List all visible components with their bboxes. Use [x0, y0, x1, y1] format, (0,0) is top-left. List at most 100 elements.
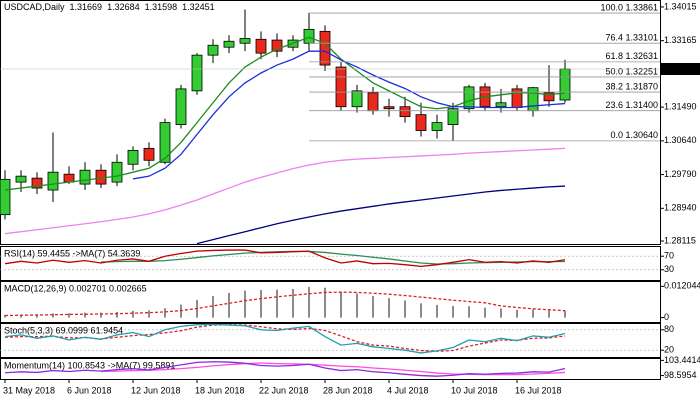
- indicator-line: [4, 147, 566, 235]
- panel-frame: [0, 323, 661, 358]
- candle-body: [111, 161, 123, 183]
- macd-bar: [132, 310, 134, 318]
- candle-body: [175, 88, 187, 125]
- y-tick-label: 1.33165: [664, 35, 697, 45]
- candle-body: [543, 92, 555, 102]
- macd-bar: [36, 314, 38, 318]
- candle-body: [159, 122, 171, 163]
- macd-bar: [308, 286, 310, 318]
- macd-bar: [292, 289, 294, 318]
- macd-bar: [84, 312, 86, 318]
- indicator-line: [132, 50, 566, 180]
- x-tick-label: 22 Jun 2018: [259, 385, 309, 395]
- candle-body: [399, 106, 411, 118]
- candle-body: [63, 173, 75, 183]
- candle-body: [0, 178, 11, 216]
- x-tick-label: 6 Jun 2018: [67, 385, 112, 395]
- indicator-line: [4, 291, 566, 317]
- candle-body: [255, 38, 267, 54]
- y-tick-label: 30: [664, 264, 674, 274]
- candle-body: [495, 102, 507, 108]
- candle-body: [319, 30, 331, 66]
- y-tick-label: 80: [664, 324, 674, 334]
- y-tick-label: 103.4414: [664, 355, 700, 365]
- macd-bar: [164, 308, 166, 318]
- macd-bar: [260, 290, 262, 318]
- candle-body: [127, 149, 139, 165]
- macd-bar: [484, 307, 486, 318]
- macd-bar: [500, 308, 502, 318]
- candle-body: [143, 147, 155, 161]
- indicator-line: [4, 323, 566, 354]
- candle-body: [559, 68, 571, 101]
- candle-body: [447, 108, 459, 125]
- macd-bar: [244, 290, 246, 318]
- y-tick-label: 70: [664, 251, 674, 261]
- y-tick-label: 20: [664, 345, 674, 355]
- y-tick-label: 1.29790: [664, 169, 697, 179]
- fib-label: 0.0 1.30640: [610, 130, 658, 140]
- panel-title: Stoch(5,3,3) 69.0999 61.9454: [4, 325, 123, 335]
- indicator-line: [4, 361, 566, 377]
- price-box: [661, 62, 700, 75]
- ohlc-value: 1.32684: [107, 2, 140, 12]
- x-tick-label: 18 Jun 2018: [195, 385, 245, 395]
- macd-bar: [100, 312, 102, 318]
- y-tick-label: 1.28940: [664, 203, 697, 213]
- panel-title: Momentum(14) 100.8543 ->MA(7) 99.5891: [4, 360, 175, 370]
- indicator-line: [4, 36, 566, 191]
- fib-label: 23.6 1.31400: [605, 100, 658, 110]
- fib-label: 76.4 1.33101: [605, 33, 658, 43]
- candle-body: [47, 171, 59, 191]
- x-tick-label: 16 Jul 2018: [515, 385, 562, 395]
- candle-body: [223, 40, 235, 48]
- macd-bar: [52, 313, 54, 318]
- y-tick-label: 98.5954: [664, 370, 697, 380]
- candle-body: [15, 175, 27, 183]
- x-tick-label: 28 Jun 2018: [323, 385, 373, 395]
- indicator-line: [196, 185, 566, 245]
- y-tick-label: 1.31490: [664, 101, 697, 111]
- x-tick-label: 10 Jul 2018: [451, 385, 498, 395]
- x-tick-label: 4 Jul 2018: [387, 385, 429, 395]
- macd-bar: [388, 298, 390, 318]
- candle-body: [31, 177, 43, 189]
- candle-body: [79, 169, 91, 185]
- candle-body: [207, 44, 219, 56]
- panel-frame: [0, 358, 661, 380]
- candle-body: [463, 86, 475, 110]
- macd-bar: [212, 296, 214, 318]
- y-tick-label: 0: [664, 312, 669, 322]
- macd-bar: [468, 306, 470, 318]
- macd-bar: [564, 310, 566, 318]
- candle-body: [335, 66, 347, 108]
- macd-bar: [532, 309, 534, 318]
- symbol: USDCAD,Daily: [4, 2, 65, 12]
- y-tick-label: 1.30640: [664, 135, 697, 145]
- candle-body: [191, 54, 203, 92]
- candle-body: [527, 87, 539, 112]
- x-tick-label: 12 Jun 2018: [131, 385, 181, 395]
- candle-body: [351, 90, 363, 108]
- y-tick-label: 0.012044: [664, 281, 700, 291]
- ohlc-value: 1.31598: [145, 2, 178, 12]
- macd-bar: [516, 309, 518, 318]
- macd-bar: [404, 300, 406, 318]
- candle-body: [367, 92, 379, 112]
- ohlc-value: 1.32451: [182, 2, 215, 12]
- macd-bar: [324, 287, 326, 318]
- candle-body: [431, 122, 443, 131]
- chart-title: USDCAD,Daily 1.31669 1.32684 1.31598 1.32451: [4, 2, 215, 12]
- macd-bar: [436, 304, 438, 318]
- ohlc-value: 1.31669: [70, 2, 103, 12]
- x-tick-label: 31 May 2018: [3, 385, 55, 395]
- panel-title: MACD(12,26,9) 0.002701 0.002665: [4, 283, 147, 293]
- candle-body: [415, 114, 427, 131]
- y-tick-label: 1.34015: [664, 1, 697, 11]
- macd-bar: [548, 310, 550, 318]
- candle-body: [239, 38, 251, 44]
- macd-bar: [356, 293, 358, 318]
- macd-bar: [4, 314, 6, 318]
